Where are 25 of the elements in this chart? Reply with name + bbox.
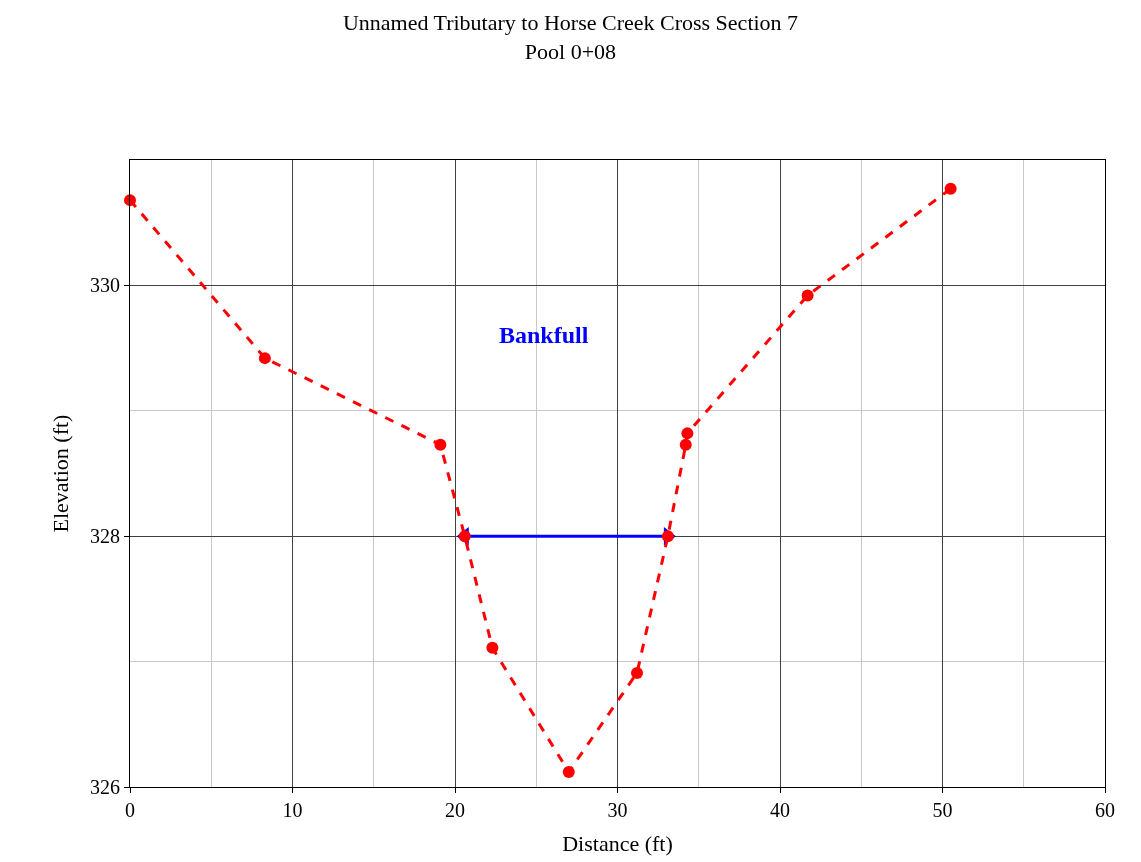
annotation: Bankfull [499, 322, 589, 348]
point [486, 641, 499, 654]
point [258, 352, 271, 365]
y-tick-label: 326 [90, 776, 120, 798]
point [631, 666, 643, 679]
point [944, 182, 957, 195]
point [124, 194, 136, 207]
point [562, 765, 575, 778]
point [679, 438, 692, 451]
y-tick-label: 330 [90, 274, 120, 297]
chart-subtitle: Pool 0+08 [524, 38, 617, 64]
point [681, 427, 694, 440]
x-tick-label: 0 [125, 799, 135, 821]
y-axis-title: Elevation (ft) [47, 414, 73, 533]
point [801, 289, 814, 302]
x-tick-label: 60 [1095, 799, 1115, 821]
x-tick-label: 20 [445, 799, 465, 821]
chart-title: Unnamed Tributary to Horse Creek Cross Section 7 [342, 10, 799, 36]
x-tick-label: 10 [282, 799, 303, 821]
point [434, 438, 447, 451]
x-tick-label: 50 [932, 799, 953, 821]
x-tick-label: 30 [607, 799, 628, 821]
x-tick-label: 40 [770, 799, 790, 821]
y-tick-label: 328 [90, 525, 120, 548]
x-axis-title: Distance (ft) [562, 830, 673, 856]
